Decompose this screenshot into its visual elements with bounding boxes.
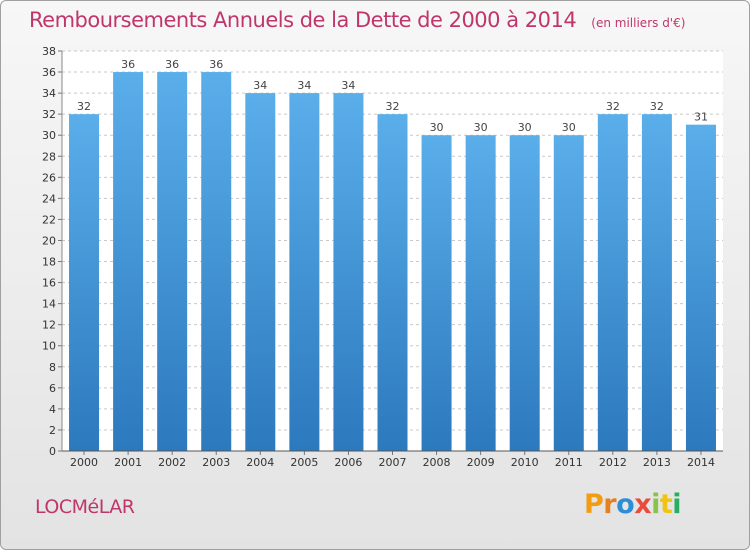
bar — [245, 93, 276, 452]
data-label: 31 — [694, 111, 708, 124]
x-tick-label: 2010 — [511, 456, 539, 469]
chart-title: Remboursements Annuels de la Dette de 20… — [29, 8, 577, 32]
bar — [157, 72, 188, 451]
y-tick-label: 0 — [49, 445, 56, 458]
bar — [201, 72, 232, 451]
proxiti-logo[interactable]: Proxiti — [584, 489, 682, 520]
y-tick-label: 10 — [42, 340, 56, 353]
data-label: 34 — [341, 79, 355, 92]
data-label: 30 — [518, 121, 532, 134]
data-label: 30 — [430, 121, 444, 134]
bar — [685, 124, 716, 452]
y-tick-label: 22 — [42, 213, 56, 226]
y-tick-label: 24 — [42, 192, 56, 205]
bar — [69, 114, 100, 451]
bars-group — [69, 72, 716, 452]
bar — [421, 135, 452, 452]
x-tick-label: 2007 — [379, 456, 407, 469]
y-tick-label: 32 — [42, 108, 56, 121]
y-tick-label: 20 — [42, 234, 56, 247]
x-axis-labels: 2000 2001 2002 2003 2004 2005 2006 2007 2008 2009… — [70, 451, 715, 469]
x-tick-label: 2013 — [643, 456, 671, 469]
y-tick-label: 18 — [42, 256, 56, 269]
data-label: 36 — [165, 58, 179, 71]
data-label: 32 — [650, 100, 664, 113]
data-label: 36 — [209, 58, 223, 71]
bar — [377, 114, 408, 451]
x-tick-label: 2000 — [70, 456, 98, 469]
bar — [113, 72, 144, 451]
y-tick-label: 38 — [42, 45, 56, 58]
x-tick-label: 2009 — [467, 456, 495, 469]
y-tick-label: 36 — [42, 66, 56, 79]
bar — [289, 93, 320, 452]
y-tick-label: 2 — [49, 424, 56, 437]
data-label: 32 — [606, 100, 620, 113]
bar — [641, 114, 672, 451]
x-tick-label: 2012 — [599, 456, 627, 469]
data-label: 30 — [474, 121, 488, 134]
x-tick-label: 2008 — [423, 456, 451, 469]
y-tick-label: 16 — [42, 277, 56, 290]
value-labels: 32 36 36 36 34 34 34 32 30 30 30 30 32 32 31 — [77, 58, 708, 134]
x-tick-label: 2003 — [202, 456, 230, 469]
y-tick-label: 28 — [42, 150, 56, 163]
chart-subtitle: (en milliers d'€) — [591, 16, 686, 30]
data-label: 34 — [297, 79, 311, 92]
x-tick-label: 2002 — [158, 456, 186, 469]
bar — [333, 93, 364, 452]
y-tick-label: 34 — [42, 87, 56, 100]
y-tick-label: 26 — [42, 171, 56, 184]
bar — [597, 114, 628, 451]
data-label: 32 — [386, 100, 400, 113]
y-tick-label: 8 — [49, 361, 56, 374]
bar — [465, 135, 496, 452]
bar — [553, 135, 584, 452]
y-tick-label: 30 — [42, 129, 56, 142]
x-tick-label: 2011 — [555, 456, 583, 469]
commune-name: LOCMéLAR — [35, 496, 135, 518]
x-tick-label: 2004 — [246, 456, 274, 469]
title-row: Remboursements Annuels de la Dette de 20… — [29, 8, 685, 32]
y-tick-label: 12 — [42, 319, 56, 332]
x-tick-label: 2005 — [290, 456, 318, 469]
y-tick-label: 6 — [49, 382, 56, 395]
data-label: 32 — [77, 100, 91, 113]
bar — [509, 135, 540, 452]
data-label: 30 — [562, 121, 576, 134]
data-label: 36 — [121, 58, 135, 71]
data-label: 34 — [253, 79, 267, 92]
x-tick-label: 2006 — [334, 456, 362, 469]
y-tick-label: 4 — [49, 403, 56, 416]
x-tick-label: 2014 — [687, 456, 715, 469]
x-tick-label: 2001 — [114, 456, 142, 469]
y-tick-label: 14 — [42, 298, 56, 311]
